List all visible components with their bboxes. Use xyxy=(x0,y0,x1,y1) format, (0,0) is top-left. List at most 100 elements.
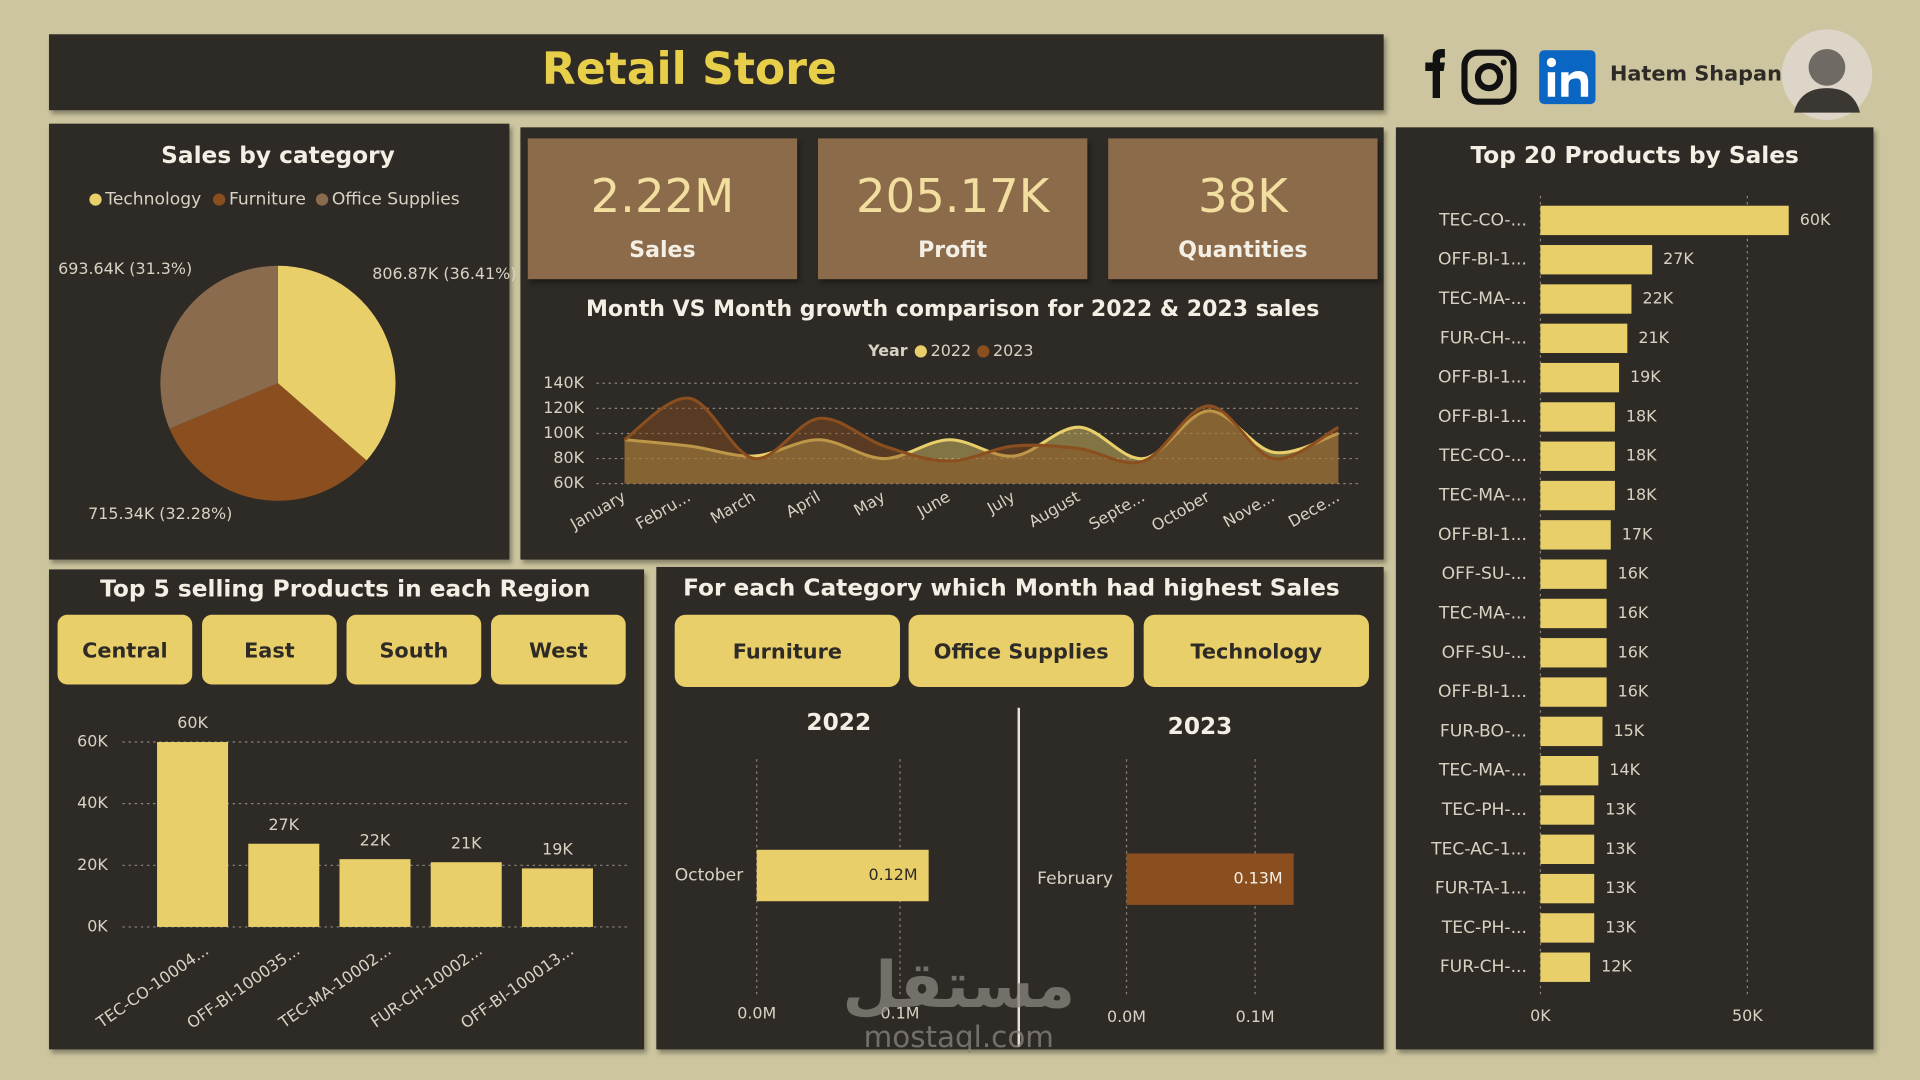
legend-title: Year xyxy=(867,341,908,360)
pie-slice xyxy=(169,383,367,501)
kpi-value: 2.22M xyxy=(591,169,735,223)
data-label: 21K xyxy=(451,833,482,852)
y-tick-label: TEC-MA-... xyxy=(1438,603,1527,623)
x-tick-label: 0K xyxy=(1530,1006,1551,1025)
bar xyxy=(1540,205,1789,236)
legend-label: Furniture xyxy=(229,190,306,210)
bar xyxy=(1540,716,1603,747)
bar xyxy=(1540,873,1595,904)
bar xyxy=(157,742,229,927)
kpi-card xyxy=(527,138,798,280)
bar xyxy=(1540,756,1599,786)
data-label: 13K xyxy=(1605,839,1636,858)
facebook-icon[interactable] xyxy=(1425,48,1445,98)
area-fill xyxy=(624,410,1339,484)
pie-slice xyxy=(277,265,396,461)
kpi-label: Quantities xyxy=(1178,238,1307,263)
region-slicer: Central East South West xyxy=(57,614,626,685)
dashboard-title: Retail Store xyxy=(542,44,837,95)
slicer-label[interactable]: Technology xyxy=(1191,640,1323,664)
legend-label: 2022 xyxy=(931,341,971,360)
y-tick-label: OFF-BI-1... xyxy=(1438,682,1527,702)
data-label: 806.87K (36.41%) xyxy=(372,264,516,283)
y-tick-label: TEC-PH-... xyxy=(1441,800,1527,820)
y-tick-label: 100K xyxy=(543,423,584,442)
y-tick-label: OFF-SU-... xyxy=(1442,564,1527,584)
data-label: 715.34K (32.28%) xyxy=(88,504,232,523)
avatar[interactable] xyxy=(1781,29,1873,120)
chart-title: Month VS Month growth comparison for 202… xyxy=(586,297,1319,322)
panel-title: Top 5 selling Products in each Region xyxy=(100,576,590,603)
bar xyxy=(1540,402,1615,432)
slicer-label[interactable]: Furniture xyxy=(733,640,842,664)
x-tick-label: 50K xyxy=(1732,1006,1763,1025)
y-tick-label: OFF-BI-1... xyxy=(1438,250,1527,270)
data-label: 60K xyxy=(1800,210,1831,229)
data-label: 16K xyxy=(1618,642,1649,661)
y-tick-label: 20K xyxy=(77,855,108,874)
slicer-label[interactable]: Central xyxy=(82,638,168,662)
bar xyxy=(1540,480,1615,511)
data-label: 27K xyxy=(1663,249,1694,268)
pie-slice xyxy=(160,265,278,429)
slicer-button[interactable] xyxy=(908,614,1134,687)
slicer-button[interactable] xyxy=(674,614,900,687)
bar xyxy=(1540,795,1595,825)
bar xyxy=(1126,853,1294,905)
line xyxy=(624,409,1339,461)
data-label: 16K xyxy=(1618,564,1649,583)
slicer-label[interactable]: Office Supplies xyxy=(934,640,1109,664)
slicer-button[interactable] xyxy=(57,614,193,685)
top20-panel xyxy=(1395,127,1874,1050)
bar xyxy=(756,849,929,902)
line xyxy=(623,396,1340,465)
bar xyxy=(248,843,320,927)
watermark-site: mostaql.com xyxy=(864,1020,1054,1054)
slicer-label[interactable]: East xyxy=(244,638,295,662)
y-tick-label: February xyxy=(1037,869,1113,889)
y-tick-label: OFF-SU-... xyxy=(1442,643,1527,663)
category-slicer: Furniture Office Supplies Technology xyxy=(674,614,1369,687)
data-label: 18K xyxy=(1626,446,1657,465)
kpi-card xyxy=(1108,138,1378,280)
chart-title: Sales by category xyxy=(161,142,395,169)
data-label: 0.13M xyxy=(1234,869,1283,888)
bar xyxy=(1540,834,1595,864)
y-tick-label: October xyxy=(675,866,744,886)
slicer-label[interactable]: West xyxy=(529,638,588,662)
kpi-value: 38K xyxy=(1198,169,1289,223)
legend-marker xyxy=(315,193,329,206)
data-label: 15K xyxy=(1614,721,1645,740)
legend-marker xyxy=(977,345,990,358)
header-panel xyxy=(48,34,1384,111)
bar xyxy=(1540,284,1632,314)
linkedin-icon[interactable] xyxy=(1539,50,1596,105)
slicer-label[interactable]: South xyxy=(379,638,448,662)
data-label: 19K xyxy=(542,840,573,859)
x-tick-label: 0.1M xyxy=(880,1003,919,1022)
x-tick-label: 0.0M xyxy=(737,1003,776,1022)
data-label: 13K xyxy=(1605,917,1636,936)
y-tick-label: FUR-CH-... xyxy=(1440,328,1527,348)
bar xyxy=(1540,677,1607,707)
y-tick-label: 120K xyxy=(543,398,584,417)
slicer-button[interactable] xyxy=(202,614,337,685)
data-label: 16K xyxy=(1618,682,1649,701)
slicer-button[interactable] xyxy=(491,614,626,685)
y-tick-label: OFF-BI-1... xyxy=(1438,407,1527,427)
data-label: 14K xyxy=(1609,760,1640,779)
bar xyxy=(1540,520,1611,550)
instagram-icon[interactable] xyxy=(1461,49,1517,105)
y-tick-label: TEC-MA-... xyxy=(1438,289,1527,309)
bar xyxy=(430,862,502,927)
kpi-value: 205.17K xyxy=(856,169,1051,223)
legend-marker xyxy=(89,193,102,206)
data-label: 0.12M xyxy=(868,865,917,884)
data-label: 27K xyxy=(268,815,299,834)
slicer-button[interactable] xyxy=(1143,614,1369,687)
slicer-button[interactable] xyxy=(346,614,482,685)
y-tick-label: 140K xyxy=(543,373,584,392)
bar xyxy=(1540,913,1595,943)
x-tick-label: 0.1M xyxy=(1236,1007,1275,1026)
kpi-label: Profit xyxy=(918,238,987,263)
